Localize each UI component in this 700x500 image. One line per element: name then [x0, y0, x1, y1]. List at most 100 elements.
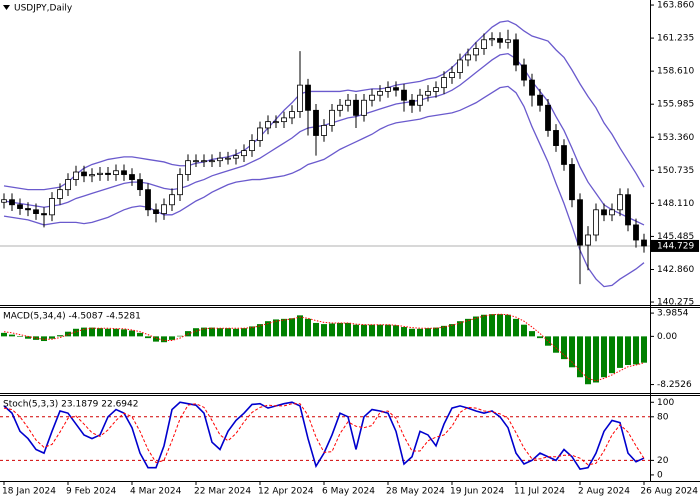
bar — [305, 318, 311, 337]
y-tick-label: -8.2526 — [657, 380, 692, 390]
candle-body — [385, 87, 391, 92]
plot-area — [0, 20, 650, 288]
candle-body — [577, 199, 583, 246]
candle-body — [193, 160, 199, 163]
candle-body — [177, 174, 183, 196]
bar — [161, 336, 167, 343]
bar — [625, 336, 631, 365]
y-tick-label: 153.360 — [657, 133, 694, 143]
candle-body — [361, 99, 367, 116]
bar — [25, 336, 31, 339]
candle-body — [393, 87, 399, 91]
candle-body — [145, 189, 151, 211]
candle-body — [281, 117, 287, 123]
candle-body — [585, 234, 591, 246]
line — [3, 85, 645, 288]
candle-body — [401, 89, 407, 101]
candle-body — [25, 208, 31, 211]
candle-body — [33, 209, 39, 214]
candle-body — [497, 38, 503, 43]
candle-body — [425, 91, 431, 96]
menu-triangle[interactable] — [3, 5, 10, 10]
bar — [481, 314, 487, 337]
bar — [473, 316, 479, 337]
bar — [369, 324, 375, 337]
candle-body — [377, 91, 383, 96]
bar — [257, 324, 263, 337]
candle-body — [289, 111, 295, 119]
bar — [601, 336, 607, 378]
bar — [201, 327, 207, 337]
candle-body — [105, 172, 111, 175]
bar — [641, 336, 647, 363]
bar — [529, 331, 535, 337]
candle-body — [225, 157, 231, 160]
bar — [537, 336, 543, 339]
candle-body — [9, 199, 15, 206]
x-tick-label: 19 Jun 2024 — [450, 487, 504, 497]
candle-body — [209, 160, 215, 163]
candle-body — [625, 194, 631, 226]
bar — [49, 336, 55, 339]
candle-body — [89, 174, 95, 177]
candle-body — [217, 157, 223, 162]
candle-body — [417, 94, 423, 106]
bar — [465, 318, 471, 337]
y-tick-label: 158.610 — [657, 67, 694, 77]
bar — [513, 318, 519, 337]
bar — [353, 324, 359, 337]
y-tick-label: 80 — [657, 412, 669, 422]
y-tick-label: 20 — [657, 456, 669, 466]
candle-body — [153, 209, 159, 214]
candle-body — [601, 209, 607, 216]
bar — [569, 336, 575, 368]
bar — [113, 328, 119, 337]
bar — [193, 328, 199, 337]
y-tick-label: 150.735 — [657, 166, 694, 176]
candle-body — [465, 54, 471, 61]
candle-body — [97, 172, 103, 175]
bar — [545, 336, 551, 346]
bar — [89, 327, 95, 337]
x-tick-label: 26 Aug 2024 — [640, 487, 698, 497]
bar — [633, 336, 639, 365]
x-tick-label: 22 Mar 2024 — [194, 487, 251, 497]
bar — [209, 327, 215, 337]
x-tick-label: 12 Apr 2024 — [258, 487, 314, 497]
candle-body — [409, 99, 415, 106]
bar — [57, 335, 63, 337]
bar — [433, 327, 439, 337]
candle-body — [113, 170, 119, 175]
bar — [449, 324, 455, 337]
bar — [401, 327, 407, 337]
x-tick-label: 4 Mar 2024 — [130, 487, 182, 497]
candle-body — [441, 77, 447, 89]
bar — [81, 327, 87, 337]
bar — [489, 314, 495, 337]
bar — [385, 324, 391, 337]
bar — [73, 328, 79, 337]
bar — [273, 319, 279, 337]
candle-body — [297, 84, 303, 112]
bar — [217, 328, 223, 337]
bar — [377, 324, 383, 337]
candle-body — [137, 179, 143, 191]
y-tick-label: 142.860 — [657, 265, 694, 275]
candle-body — [481, 39, 487, 50]
bar — [321, 324, 327, 337]
bar — [1, 332, 7, 337]
candle-body — [569, 164, 575, 201]
bar — [617, 336, 623, 368]
candle-body — [57, 189, 63, 199]
plot-area — [1, 313, 647, 385]
line — [3, 403, 645, 466]
y-tick-label: 0.00 — [657, 332, 677, 342]
bar — [553, 336, 559, 353]
candle-body — [457, 59, 463, 73]
bar — [313, 322, 319, 337]
bar — [233, 328, 239, 337]
y-tick-label: 140.275 — [657, 298, 694, 308]
candle-body — [81, 171, 87, 177]
y-tick-label: 148.110 — [657, 199, 694, 209]
